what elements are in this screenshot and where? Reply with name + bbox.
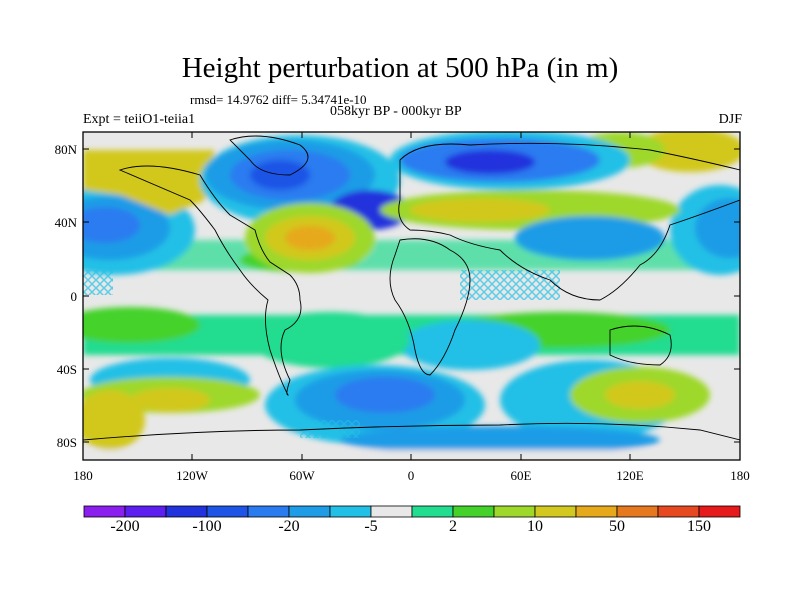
- lat-label: 0: [71, 289, 78, 304]
- period-label: 058kyr BP - 000kyr BP: [330, 104, 462, 119]
- lon-label: 120E: [616, 468, 644, 483]
- colorbar-swatch: [575, 505, 618, 518]
- colorbar-swatch: [493, 505, 536, 518]
- axis-ticks: [83, 132, 740, 460]
- lat-label: 40N: [55, 215, 78, 230]
- lon-label: 60W: [289, 468, 315, 483]
- colorbar-swatch: [288, 505, 331, 518]
- colorbar-label: 150: [687, 518, 711, 535]
- colorbar-swatch: [83, 505, 126, 518]
- colorbar-swatch: [370, 505, 413, 518]
- experiment-label: Expt = teiiO1-teiia1: [83, 112, 196, 127]
- colorbar-label: 10: [527, 518, 543, 535]
- colorbar-swatch: [534, 505, 577, 518]
- lat-label: 80S: [57, 435, 77, 450]
- colorbar-labels: -200 -100 -20 -5 2 10 50 150: [110, 518, 711, 535]
- colorbar-swatch: [329, 505, 372, 518]
- colorbar-swatch: [616, 505, 659, 518]
- colorbar-label: -200: [110, 518, 139, 535]
- colorbar-swatch: [452, 505, 495, 518]
- colorbar-swatch: [247, 505, 290, 518]
- colorbar-swatch: [411, 505, 454, 518]
- colorbar-label: -5: [364, 518, 377, 535]
- colorbar-label: 50: [609, 518, 625, 535]
- colorbar-label: -100: [192, 518, 221, 535]
- lat-label: 80N: [55, 142, 78, 157]
- colorbar-swatch: [206, 505, 249, 518]
- lat-label: 40S: [57, 362, 77, 377]
- colorbar-swatch: [165, 505, 208, 518]
- colorbar-label: 2: [449, 518, 457, 535]
- colorbar: [83, 505, 741, 518]
- lon-label: 0: [408, 468, 415, 483]
- contour-field: [83, 132, 740, 460]
- colorbar-swatch: [698, 505, 741, 518]
- season-label: DJF: [718, 112, 742, 127]
- colorbar-swatch: [657, 505, 700, 518]
- coastlines: [83, 135, 740, 460]
- lon-label: 60E: [511, 468, 532, 483]
- map-title: Height perturbation at 500 hPa (in m): [181, 52, 619, 84]
- lon-label: 120W: [176, 468, 209, 483]
- colorbar-swatch: [124, 505, 167, 518]
- lon-label: 180: [730, 468, 750, 483]
- colorbar-label: -20: [278, 518, 299, 535]
- stats-label: rmsd= 14.9762 diff= 5.34741e-10: [190, 92, 367, 107]
- lon-label: 180: [73, 468, 93, 483]
